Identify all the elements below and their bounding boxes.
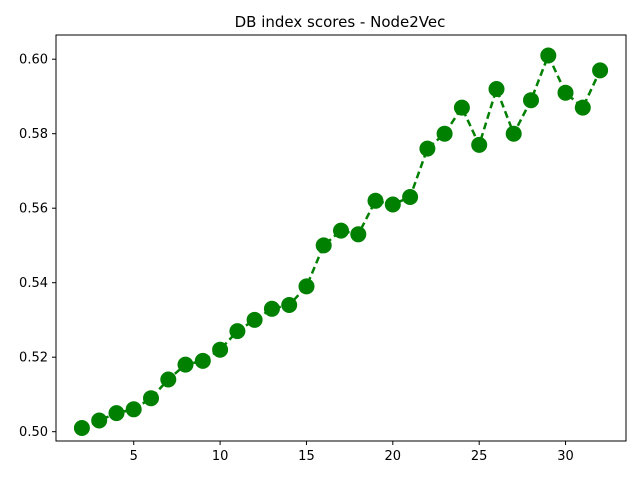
y-tick-label: 0.60	[19, 53, 48, 68]
data-point	[505, 125, 522, 142]
data-point	[488, 81, 505, 97]
data-point	[523, 92, 539, 109]
data-point	[263, 300, 280, 317]
data-point	[471, 136, 488, 153]
data-point	[91, 412, 108, 429]
data-point	[177, 356, 194, 373]
data-point	[367, 192, 384, 209]
y-axis: 0.50 0.52 0.54 0.56 0.58 0.60	[19, 53, 56, 440]
data-point	[315, 237, 332, 254]
data-point	[298, 278, 315, 295]
y-tick-label: 0.52	[19, 351, 48, 366]
data-point	[384, 196, 401, 213]
x-axis: 5 10 15 20 25 30	[130, 441, 574, 464]
x-tick-label: 5	[130, 449, 138, 464]
x-tick-label: 15	[298, 449, 315, 464]
data-point	[108, 405, 125, 422]
data-point	[194, 352, 211, 369]
x-tick-label: 10	[212, 449, 229, 464]
data-point	[229, 323, 246, 340]
data-point	[333, 222, 349, 239]
data-point	[574, 99, 591, 116]
data-point	[125, 401, 142, 418]
x-tick-label: 25	[471, 449, 488, 464]
data-point	[143, 390, 159, 407]
y-tick-label: 0.56	[19, 202, 48, 217]
y-tick-label: 0.54	[19, 276, 48, 291]
chart-title: DB index scores - Node2Vec	[235, 13, 446, 31]
y-tick-label: 0.50	[19, 425, 48, 440]
data-point	[73, 420, 90, 436]
data-point	[540, 47, 557, 64]
data-point	[281, 297, 298, 313]
data-point	[212, 341, 229, 358]
data-point	[592, 62, 609, 79]
data-point	[436, 125, 453, 142]
x-tick-label: 20	[385, 449, 402, 464]
data-point	[402, 189, 419, 205]
data-point	[419, 140, 436, 157]
x-tick-label: 30	[557, 449, 574, 464]
data-point	[557, 84, 574, 101]
data-point	[453, 99, 470, 116]
data-point	[350, 226, 367, 243]
data-point	[160, 371, 177, 388]
data-point	[246, 311, 263, 328]
series-markers	[73, 47, 609, 436]
y-tick-label: 0.58	[19, 127, 48, 142]
